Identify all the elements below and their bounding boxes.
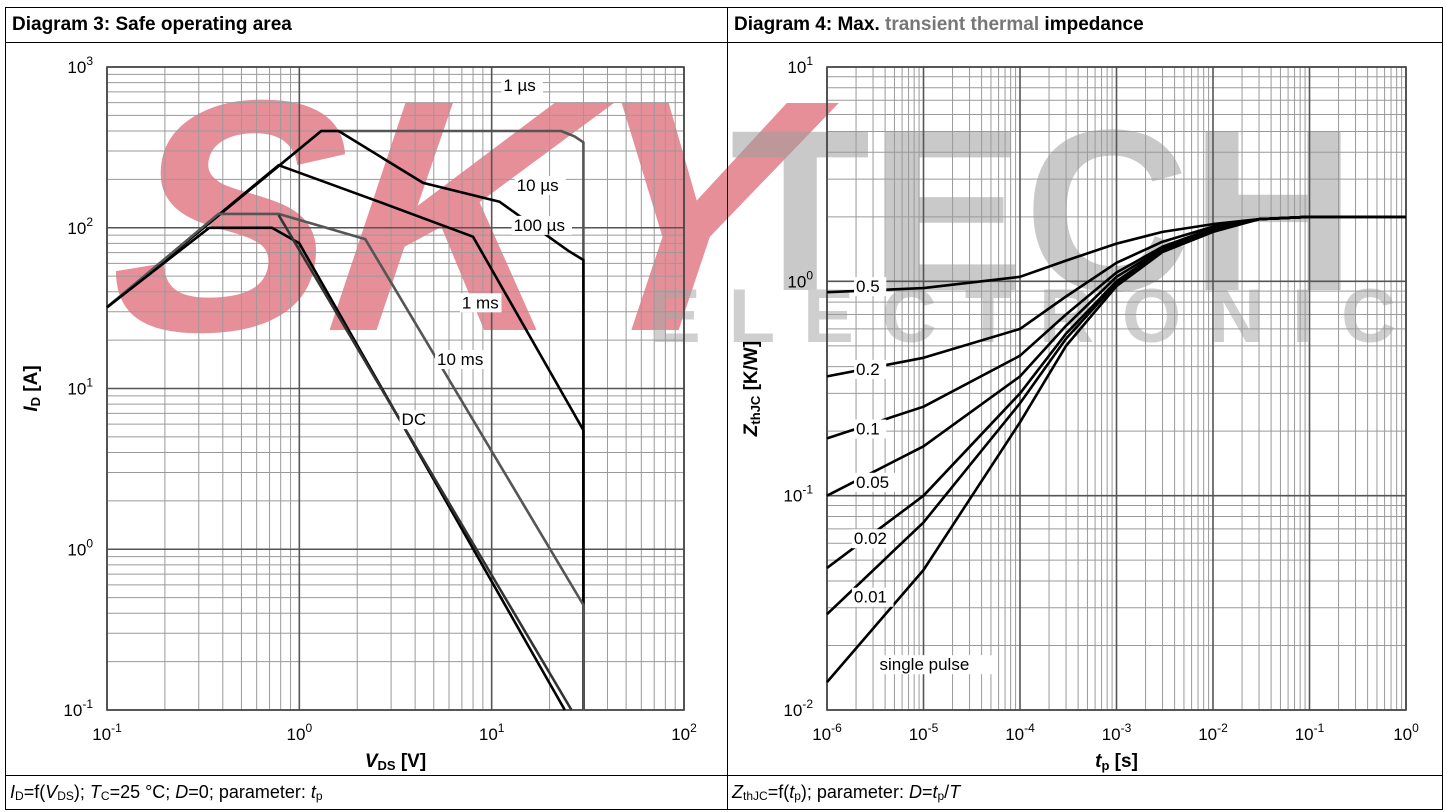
right-panel-body	[727, 42, 1443, 776]
foot-z-eq2: =	[921, 782, 933, 802]
right-panel-footer: ZthJC=f(tp); parameter: D=tp/T	[727, 775, 1443, 810]
x-tick-label: 10-5	[909, 721, 939, 744]
foot-tp-sym: t	[310, 782, 316, 802]
series-label-bg	[854, 277, 887, 297]
foot-vds-sub: DS	[57, 789, 74, 803]
x-tick-label: 102	[671, 721, 697, 744]
y-tick-label: 101	[787, 54, 813, 77]
x-tick-label: 101	[479, 721, 505, 744]
x-tick-label: 100	[287, 721, 313, 744]
soa-chart-group: 10-1 100 101 102 10-1 100 101 102 103 VDS [V] ID […	[21, 54, 697, 773]
series-label-bg	[459, 293, 502, 313]
x-tick-label: 10-1	[92, 721, 122, 744]
series-label-bg	[514, 175, 566, 195]
series-line-100-µs	[106, 163, 585, 710]
foot-tp-sub: p	[315, 789, 323, 803]
right-title-part2: transient thermal	[885, 14, 1040, 35]
series-label-bg	[511, 215, 572, 235]
y-tick-label: 100	[67, 536, 93, 559]
series-label-bg	[854, 419, 887, 439]
foot-z-d-sym: D	[908, 782, 922, 802]
y-tick-label: 10-2	[783, 697, 813, 720]
right-panel-title: Diagram 4: Max. transient thermal impeda…	[727, 7, 1443, 43]
foot-z-sub: thJC	[743, 789, 768, 803]
series-label: 0.1	[856, 420, 880, 439]
left-panel-footer: ID=f(VDS); TC=25 °C; D=0; parameter: tp	[5, 775, 728, 810]
series-label: 0.2	[856, 360, 880, 379]
y-axis-title: ZthJC [K/W]	[741, 341, 763, 437]
left-title-text: Diagram 3: Safe operating area	[12, 14, 292, 35]
x-tick-label: 10-2	[1198, 721, 1228, 744]
series-label-bg	[854, 359, 887, 379]
foot-t2-sym: t	[932, 782, 938, 802]
foot-z-rest1: ); parameter:	[800, 782, 909, 802]
zth-chart-group: 10-6 10-5 10-4 10-3 10-2 10-1 100 10-2 10-1 100 10…	[741, 54, 1419, 773]
foot-t-sub: p	[794, 789, 801, 803]
series-label: single pulse	[880, 655, 970, 674]
series-label: 10 µs	[517, 176, 559, 195]
x-axis-title: VDS [V]	[365, 751, 426, 773]
y-tick-label: 102	[67, 215, 93, 238]
foot-rest3: =0; parameter:	[188, 782, 311, 802]
x-tick-label: 10-3	[1102, 721, 1132, 744]
foot-id-sym: I	[10, 782, 16, 802]
y-tick-label: 10-1	[783, 483, 813, 506]
foot-slash: /	[944, 782, 950, 802]
series-label: 1 µs	[503, 76, 535, 95]
series-label: 10 ms	[437, 350, 483, 369]
series-label: 0.01	[854, 588, 887, 607]
y-axis-title: ID [A]	[21, 365, 43, 411]
zth-plot-frame	[826, 66, 1407, 711]
foot-rest1: );	[73, 782, 90, 802]
soa-grid	[106, 66, 685, 711]
series-label-bg	[435, 350, 487, 370]
series-label: DC	[402, 410, 427, 429]
series-label: 100 µs	[514, 216, 565, 235]
foot-tc-sym: T	[89, 782, 101, 802]
foot-vds-sym: V	[45, 782, 58, 802]
series-label-bg	[501, 75, 543, 95]
right-title-part1: Diagram 4: Max.	[734, 14, 885, 35]
y-tick-label: 103	[67, 54, 93, 77]
y-tick-label: 100	[787, 268, 813, 291]
series-label-bg	[877, 655, 995, 675]
series-line-10-µs	[106, 129, 585, 710]
foot-t2-sub: p	[937, 789, 945, 803]
y-tick-label: 101	[67, 376, 93, 399]
series-line-1-ms	[106, 212, 585, 710]
y-tick-label: 10-1	[63, 697, 93, 720]
x-tick-label: 10-4	[1005, 721, 1035, 744]
foot-id-sub: D	[15, 789, 24, 803]
foot-eq: =f(	[23, 782, 46, 802]
x-tick-label: 100	[1393, 721, 1419, 744]
series-line-DC	[277, 214, 573, 711]
foot-period-sym: T	[949, 782, 961, 802]
soa-plot-frame	[106, 66, 685, 711]
foot-z-eq: =f(	[767, 782, 790, 802]
foot-z-sym: Z	[732, 782, 743, 802]
series-label: 0.05	[856, 473, 889, 492]
series-label-bg	[854, 472, 896, 492]
series-label-bg	[399, 410, 423, 430]
foot-rest2: =25 °C;	[109, 782, 176, 802]
series-label-bg	[851, 587, 894, 607]
series-label: 0.5	[856, 277, 880, 296]
series-label: 0.02	[854, 529, 887, 548]
series-label: 1 ms	[462, 293, 499, 312]
x-tick-label: 10-1	[1295, 721, 1325, 744]
foot-d-sym: D	[175, 782, 189, 802]
series-label-bg	[851, 529, 894, 549]
zth-grid	[826, 66, 1407, 711]
foot-t-sym: t	[789, 782, 795, 802]
x-axis-title: tp [s]	[1095, 751, 1138, 773]
x-tick-label: 10-6	[812, 721, 842, 744]
foot-tc-sub: C	[100, 789, 110, 803]
series-line-single-pulse	[826, 215, 1406, 683]
right-title-part3: impedance	[1039, 14, 1144, 35]
